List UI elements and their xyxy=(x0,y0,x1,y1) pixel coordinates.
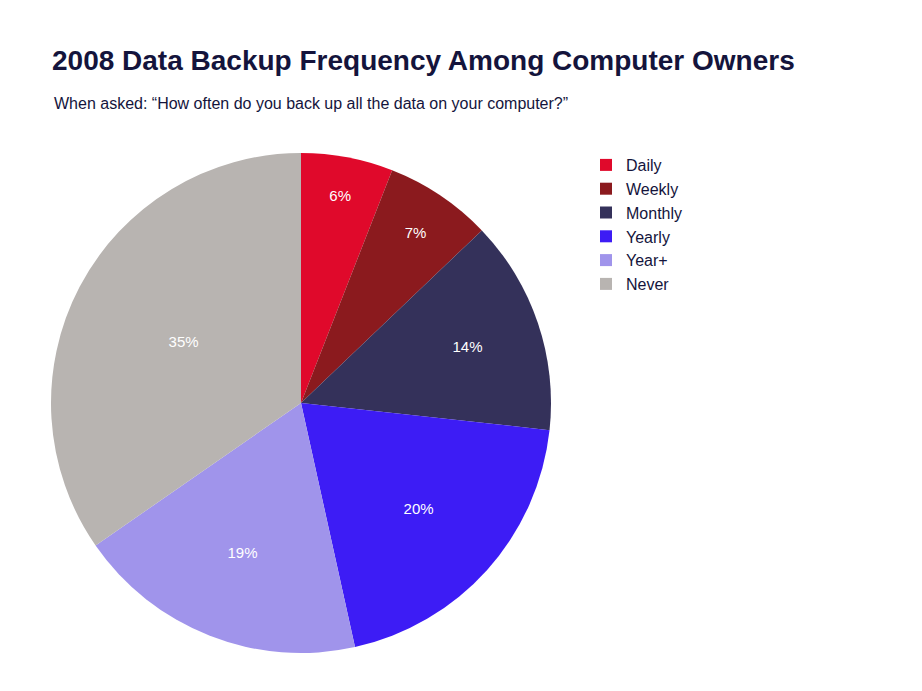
svg-text:2008 Data Backup Frequency Amo: 2008 Data Backup Frequency Among Compute… xyxy=(52,45,795,76)
svg-text:Monthly: Monthly xyxy=(626,205,682,222)
svg-text:Year+: Year+ xyxy=(626,252,668,269)
svg-text:6%: 6% xyxy=(329,187,351,204)
svg-text:Yearly: Yearly xyxy=(626,229,670,246)
svg-text:Daily: Daily xyxy=(626,157,662,174)
svg-text:When asked: “How often do you: When asked: “How often do you back up al… xyxy=(54,95,568,112)
svg-text:19%: 19% xyxy=(227,544,257,561)
svg-text:14%: 14% xyxy=(453,338,483,355)
svg-text:20%: 20% xyxy=(404,500,434,517)
svg-text:Never: Never xyxy=(626,276,669,293)
svg-text:35%: 35% xyxy=(169,333,199,350)
svg-text:7%: 7% xyxy=(405,224,427,241)
svg-text:Weekly: Weekly xyxy=(626,181,678,198)
